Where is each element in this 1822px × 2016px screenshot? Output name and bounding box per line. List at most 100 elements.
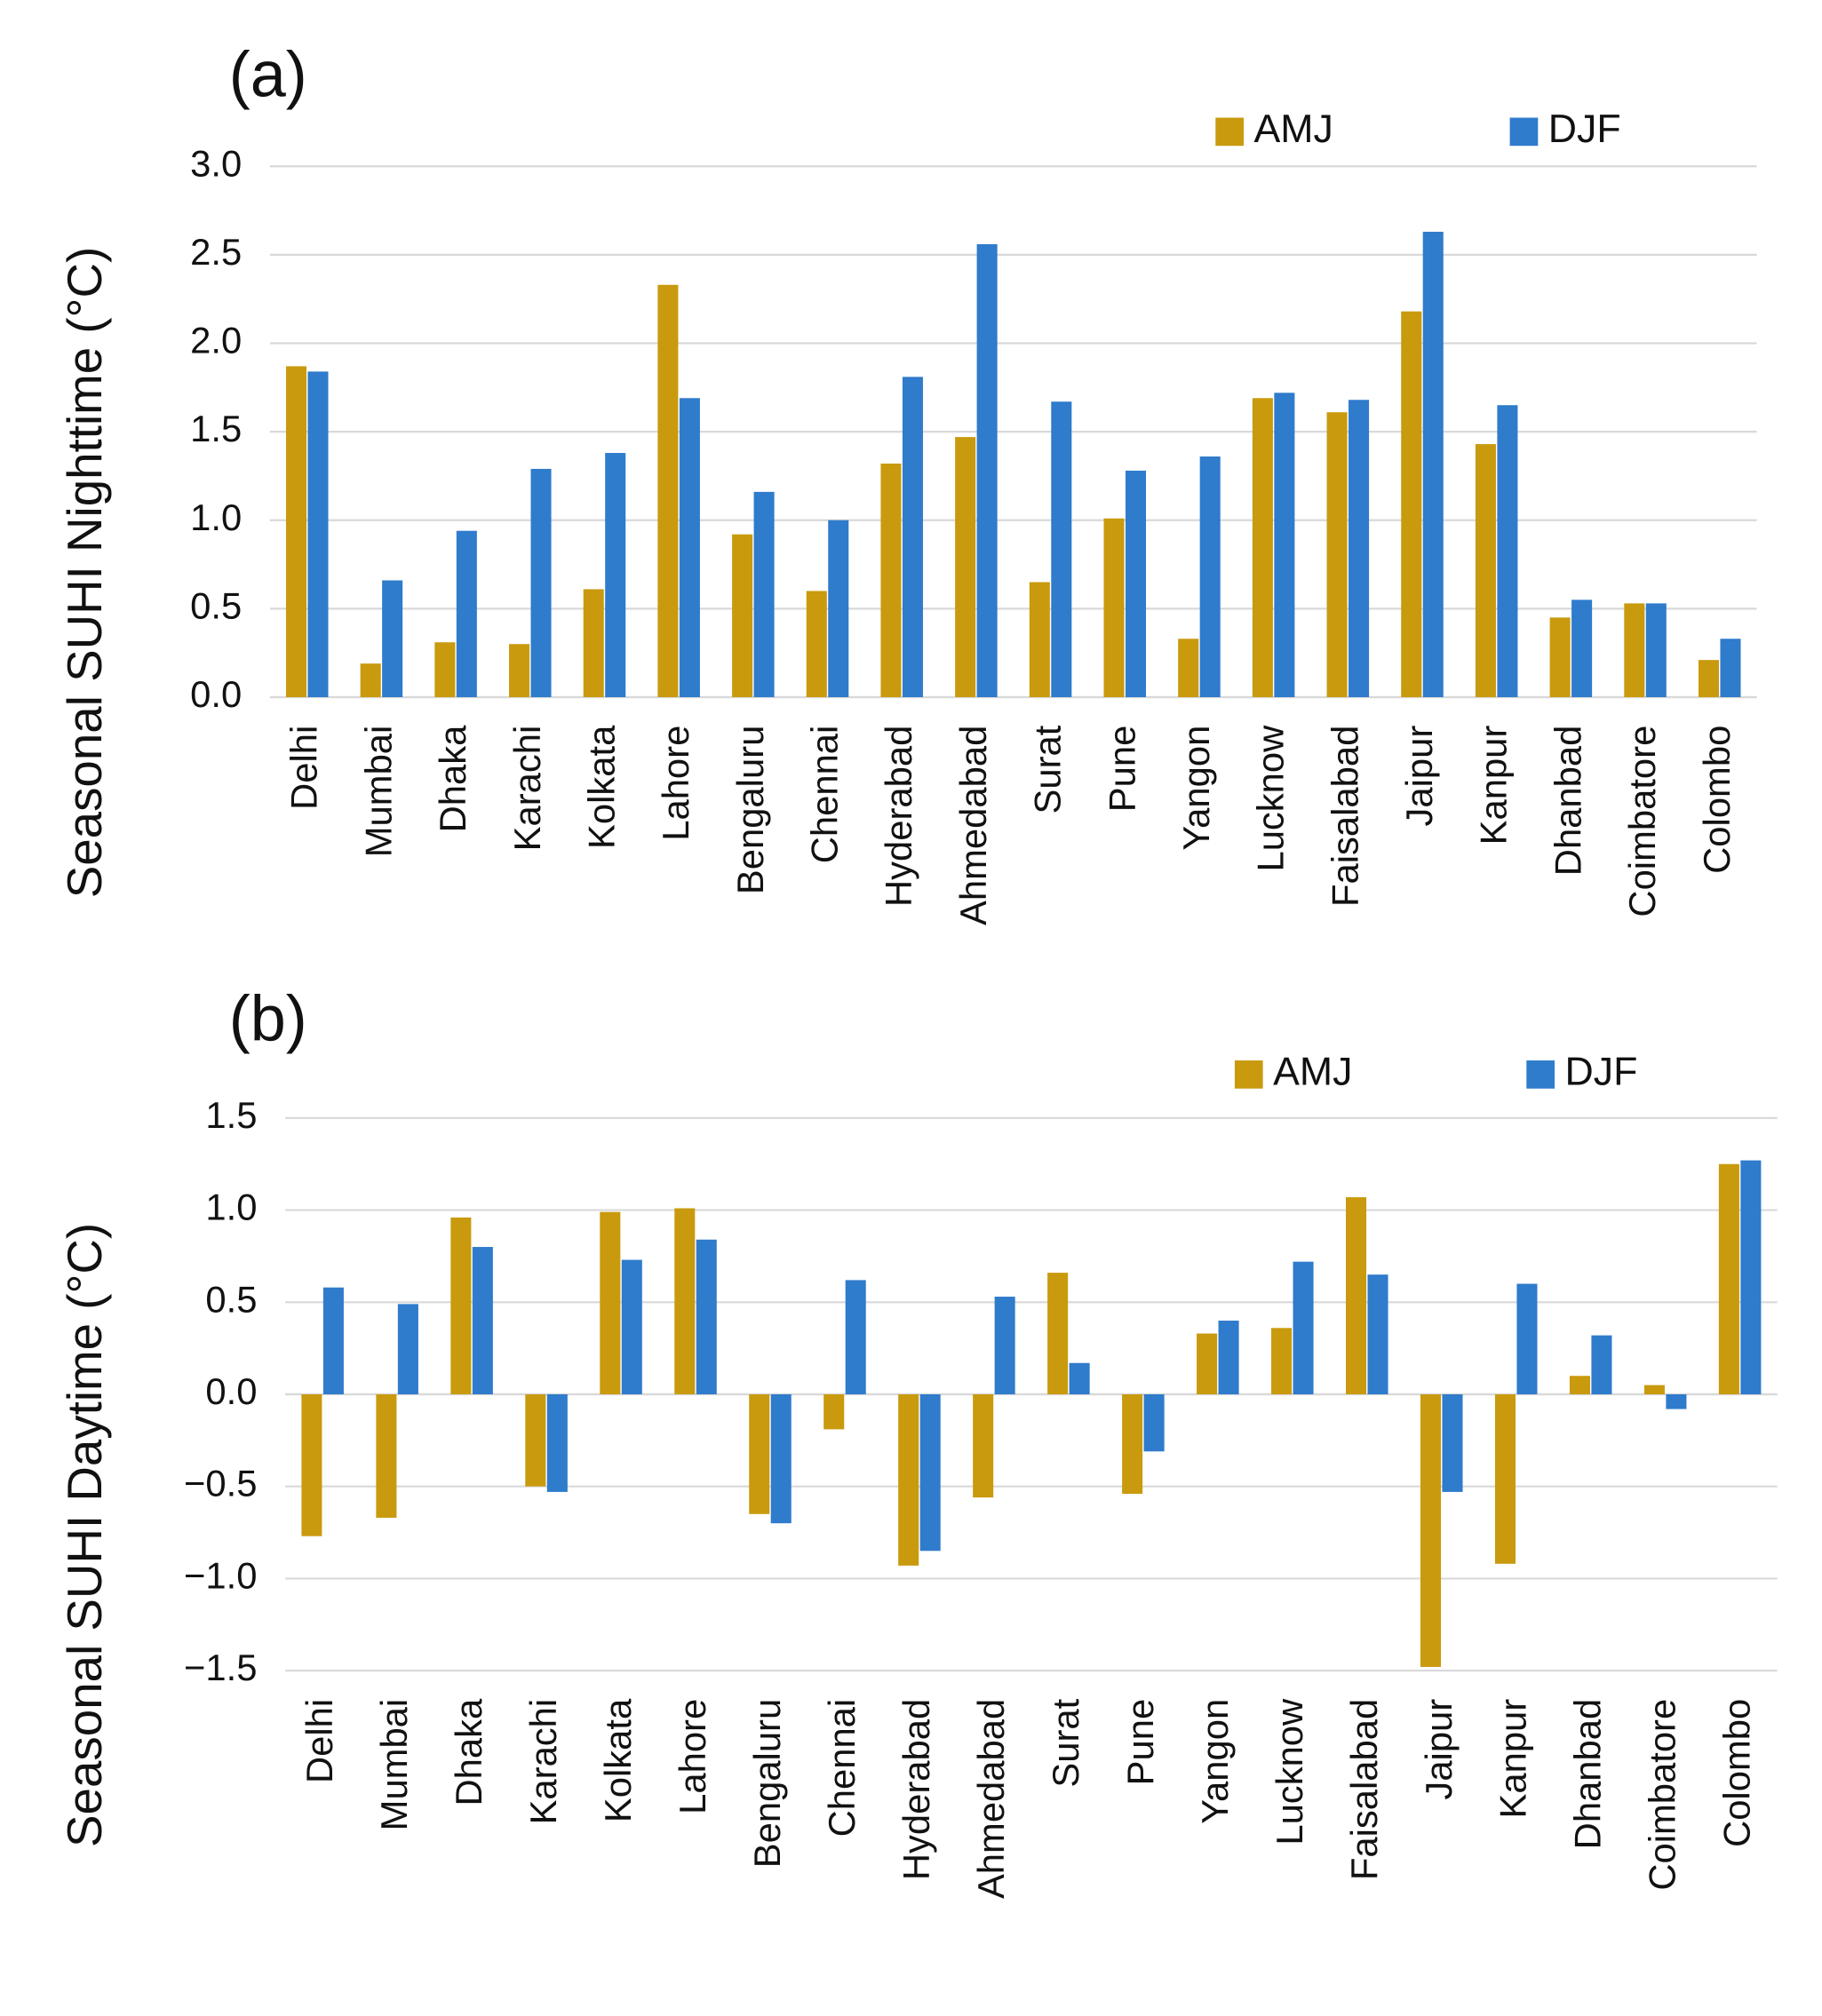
y-tick-label: 0.0: [205, 1370, 257, 1412]
bar: [902, 377, 923, 697]
x-tick-label: Ahmedabad: [952, 726, 994, 925]
panel-label: (b): [229, 983, 307, 1054]
bar: [605, 453, 626, 697]
x-tick-label: Lahore: [655, 726, 696, 841]
x-tick-label: Dhanbad: [1547, 726, 1588, 877]
bar: [1422, 231, 1444, 697]
y-tick-label: −0.5: [184, 1463, 257, 1504]
bar: [1197, 1333, 1218, 1394]
legend-swatch: [1234, 1060, 1263, 1089]
bar: [1252, 398, 1273, 697]
bar: [1178, 639, 1199, 697]
bar: [525, 1393, 546, 1487]
bar: [1367, 1274, 1388, 1394]
x-tick-label: Kolkata: [580, 725, 622, 849]
x-tick-label: Surat: [1045, 1698, 1086, 1787]
x-tick-label: Chennai: [804, 726, 846, 864]
bar: [732, 534, 753, 697]
bar: [1293, 1261, 1314, 1394]
x-tick-label: Lucknow: [1250, 725, 1292, 872]
bar: [1591, 1335, 1612, 1394]
x-tick-label: Dhanbad: [1567, 1699, 1609, 1850]
bar: [360, 663, 381, 697]
panel-label: (a): [229, 39, 307, 110]
bar: [1051, 401, 1072, 697]
x-tick-label: Chennai: [821, 1699, 863, 1837]
x-tick-label: Mumbai: [373, 1699, 415, 1831]
x-tick-label: Lahore: [672, 1699, 713, 1814]
x-tick-label: Hyderabad: [878, 726, 919, 907]
bar: [696, 1239, 717, 1394]
bar: [472, 1247, 493, 1394]
x-tick-label: Delhi: [298, 1699, 340, 1783]
bar: [1569, 1376, 1590, 1394]
y-tick-label: 0.5: [205, 1278, 257, 1320]
bar: [1549, 617, 1571, 697]
x-tick-label: Surat: [1027, 725, 1069, 814]
bar: [973, 1393, 994, 1498]
bar: [382, 580, 403, 697]
x-tick-label: Dhaka: [432, 725, 473, 833]
bar: [994, 1297, 1015, 1394]
bar: [823, 1393, 845, 1430]
legend-swatch: [1526, 1060, 1555, 1089]
x-tick-label: Colombo: [1716, 1699, 1758, 1847]
bar: [621, 1259, 642, 1394]
bar: [301, 1393, 322, 1536]
x-tick-label: Kanpur: [1473, 726, 1515, 845]
bar: [450, 1217, 472, 1394]
bar: [1103, 518, 1125, 697]
bar: [919, 1393, 941, 1552]
y-tick-label: 1.0: [190, 496, 242, 538]
bar: [1401, 311, 1422, 697]
bar: [1571, 599, 1593, 697]
bar: [456, 530, 477, 697]
x-tick-label: Mumbai: [357, 726, 399, 858]
x-tick-label: Faisalabad: [1324, 726, 1365, 907]
bar: [679, 398, 700, 697]
x-tick-label: Karachi: [506, 726, 548, 852]
bar: [845, 1280, 866, 1394]
bar: [1442, 1393, 1463, 1492]
bar: [1125, 470, 1147, 697]
bar: [376, 1393, 397, 1518]
y-axis-title: Seasonal SUHI Daytime (°C): [57, 1223, 112, 1847]
bar: [976, 243, 998, 697]
bar: [1698, 660, 1720, 697]
bar: [1643, 1385, 1665, 1394]
bar: [1143, 1393, 1165, 1452]
bar: [307, 371, 329, 697]
bar: [1029, 582, 1050, 697]
bar: [322, 1287, 344, 1394]
legend-swatch: [1215, 117, 1244, 147]
y-tick-label: −1.0: [184, 1554, 257, 1596]
bar: [1199, 456, 1221, 697]
bar: [674, 1208, 696, 1394]
bar: [509, 644, 530, 697]
bar: [1740, 1160, 1762, 1394]
bar: [285, 366, 307, 697]
x-tick-label: Bengaluru: [729, 726, 771, 894]
bar: [1271, 1328, 1293, 1394]
x-tick-label: Jaipur: [1418, 1699, 1460, 1800]
y-axis-title: Seasonal SUHI Nighttime (°C): [57, 247, 112, 898]
bar: [1218, 1321, 1239, 1394]
bar: [1122, 1393, 1143, 1494]
x-tick-label: Kolkata: [597, 1698, 639, 1822]
bar: [1494, 1393, 1516, 1564]
x-tick-label: Delhi: [283, 726, 325, 810]
bar: [1718, 1163, 1739, 1394]
x-tick-label: Hyderabad: [895, 1699, 937, 1880]
x-tick-label: Lucknow: [1269, 1698, 1310, 1845]
legend-label: DJF: [1548, 107, 1621, 151]
legend-label: AMJ: [1273, 1051, 1352, 1094]
bar: [1516, 1283, 1538, 1394]
x-tick-label: Colombo: [1696, 726, 1738, 874]
bar: [1497, 405, 1518, 697]
bar: [1475, 444, 1496, 697]
bar: [657, 284, 679, 697]
bar: [1645, 603, 1667, 697]
y-tick-label: 2.0: [190, 320, 242, 361]
